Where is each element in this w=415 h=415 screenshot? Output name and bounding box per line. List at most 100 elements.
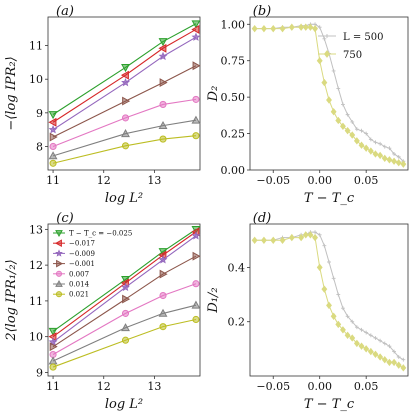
data-point [401,357,406,362]
data-point [121,129,130,138]
data-point [345,314,350,319]
series-line [52,318,197,368]
legend-marker [55,270,63,277]
data-point [400,364,407,372]
data-point [339,326,346,334]
data-point [364,131,369,136]
data-point [251,24,258,33]
data-point [344,331,351,339]
data-point [159,100,167,108]
series-line [52,235,197,343]
data-point [288,23,295,31]
series-line [52,135,197,164]
data-point [327,260,331,264]
series-line [52,98,197,147]
data-point [386,156,393,164]
series-line [254,231,404,361]
data-point [159,78,168,88]
data-point [331,68,336,73]
y-tick-label: 13 [29,223,43,236]
data-point [321,285,328,293]
data-point [298,233,305,242]
data-point [330,108,337,116]
x-tick-label: 12 [97,174,111,187]
data-point [335,116,342,125]
data-point [121,64,130,73]
data-point [158,308,168,317]
data-point [377,151,384,160]
panel-label: (b) [253,4,271,19]
data-point [48,356,58,365]
series-line [52,28,197,123]
data-point [326,96,332,104]
series-line [52,231,197,338]
panel-b: −0.05 0.00 0.05 0.00 0.25 0.50 0.75 1.00 T − T_c… [206,4,409,206]
panel-a: 11 12 13 8 9 10 11 log L² −⟨log IPR₂⟩ (a) [4,4,201,206]
data-point [377,353,384,361]
data-point [391,157,398,165]
series-5 [49,95,200,151]
data-point [49,142,57,151]
legend-label: −0.001 [69,260,95,268]
data-point [378,338,383,343]
data-point [191,231,201,240]
series-2 [251,23,407,168]
data-point [349,334,356,342]
data-point [354,127,359,132]
data-point [159,269,168,279]
data-point [192,132,200,140]
legend-label: 0.007 [69,270,89,278]
data-point [341,306,345,311]
series-line [52,304,197,362]
panel-label: (d) [253,211,271,226]
data-point [192,280,200,288]
series-4 [49,251,201,352]
data-point [191,115,201,124]
panel-label: (a) [56,4,74,19]
axes-frame [47,16,201,171]
series-line [52,119,197,157]
legend-label: −0.009 [69,250,95,258]
data-point [396,154,401,159]
data-point [191,32,201,41]
panel-label: (c) [56,211,73,226]
data-point [345,112,350,117]
data-point [317,25,322,30]
x-axis-label: T − T_c [304,397,355,412]
data-point [373,336,378,340]
data-point [49,342,58,352]
data-point [121,142,130,150]
series-2 [251,231,407,372]
y-tick-label: 0.2 [228,316,246,329]
data-point [354,325,359,330]
data-point [381,154,388,163]
data-point [368,137,373,142]
data-point [331,276,336,281]
data-point [367,347,374,356]
data-point [367,147,374,155]
legend-marker [55,230,63,238]
series-6 [48,115,201,160]
data-point [158,38,168,47]
legend-marker [55,291,63,298]
x-tick-label: 0.05 [354,380,379,393]
data-point [372,150,379,158]
x-tick-label: 13 [147,174,161,187]
x-tick-label: 13 [147,380,161,393]
data-point [251,236,258,244]
y-tick-label: 0.25 [221,128,246,141]
data-point [350,119,355,124]
x-tick-label: 11 [46,174,60,187]
x-tick-label: 11 [46,380,60,393]
legend-label: L = 500 [343,32,383,43]
y-axis-label: D₂ [206,86,221,103]
data-point [316,263,323,272]
data-point [326,301,332,310]
data-point [317,232,322,237]
data-point [400,160,407,168]
legend-marker [324,33,330,39]
data-point [48,117,57,127]
data-point [386,358,393,367]
data-point [359,327,364,332]
data-point [122,294,131,304]
